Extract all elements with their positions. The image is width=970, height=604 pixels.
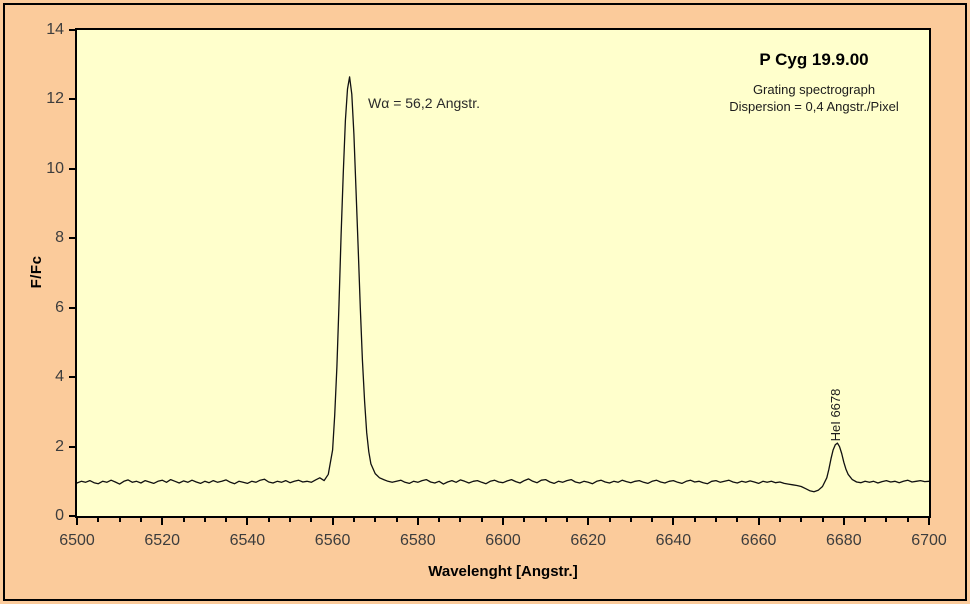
x-minor-tick: [906, 518, 909, 522]
x-tick-label: 6560: [314, 532, 351, 549]
y-tick-label: 12: [46, 90, 64, 108]
x-minor-tick: [289, 518, 291, 522]
x-tick-label: 6580: [400, 532, 436, 549]
y-tick-label: 4: [55, 368, 64, 386]
x-major-tick: [416, 518, 419, 525]
x-tick-label: 6680: [826, 532, 862, 549]
y-tick-label: 10: [46, 159, 64, 177]
x-minor-tick: [651, 518, 654, 522]
y-tick-label: 6: [55, 298, 64, 316]
x-minor-tick: [182, 518, 185, 522]
y-major-tick: [69, 306, 75, 309]
y-axis-title: F/Fc: [28, 255, 45, 289]
x-major-tick: [246, 518, 249, 525]
x-minor-tick: [267, 518, 270, 522]
x-minor-tick: [459, 518, 462, 522]
y-tick-label: 0: [55, 507, 64, 524]
x-minor-tick: [139, 518, 142, 522]
x-major-tick: [587, 518, 590, 525]
y-tick-label: 8: [55, 229, 64, 247]
x-minor-tick: [715, 518, 717, 522]
x-major-tick: [331, 518, 334, 525]
x-minor-tick: [118, 518, 121, 522]
chart-title: P Cyg 19.9.00: [759, 50, 869, 69]
x-minor-tick: [778, 518, 781, 522]
x-minor-tick: [821, 518, 824, 522]
equivalent-width-annotation: Wα = 56,2 Angstr.: [368, 95, 480, 111]
x-major-tick: [161, 518, 164, 525]
x-minor-tick: [608, 518, 611, 522]
x-minor-tick: [352, 518, 355, 522]
x-minor-tick: [97, 518, 100, 522]
x-minor-tick: [438, 518, 441, 522]
x-axis-title: Wavelenght [Angstr.]: [428, 563, 578, 580]
spectrum-line: [77, 76, 929, 493]
chart-subtitle-dispersion: Dispersion = 0,4 Angstr./Pixel: [729, 99, 899, 114]
x-major-tick: [502, 518, 504, 525]
x-minor-tick: [395, 518, 398, 522]
y-major-tick: [69, 29, 75, 31]
x-minor-tick: [480, 518, 483, 522]
x-minor-tick: [693, 518, 696, 522]
title-block: P Cyg 19.9.00 Grating spectrograph Dispe…: [664, 50, 964, 115]
y-tick-label: 14: [46, 21, 64, 38]
y-major-tick: [69, 445, 75, 448]
x-tick-label: 6620: [570, 532, 606, 549]
x-minor-tick: [523, 518, 526, 522]
y-major-tick: [69, 237, 75, 240]
x-minor-tick: [565, 518, 568, 522]
spectrum-curve: [77, 76, 929, 493]
x-tick-label: 6700: [911, 532, 947, 549]
x-minor-tick: [310, 518, 313, 522]
chart-subtitle-instrument: Grating spectrograph: [752, 82, 876, 97]
x-major-tick: [842, 518, 845, 525]
y-major-tick: [69, 376, 75, 379]
x-tick-label: 6660: [740, 532, 777, 549]
plot-area: [75, 28, 931, 518]
x-minor-tick: [225, 518, 228, 522]
x-minor-tick: [544, 518, 547, 522]
y-major-tick: [69, 167, 75, 170]
x-minor-tick: [374, 518, 377, 522]
y-tick-label: 2: [55, 437, 64, 455]
x-major-tick: [672, 518, 675, 525]
x-minor-tick: [800, 518, 803, 522]
x-tick-label: 6600: [485, 532, 521, 549]
x-minor-tick: [629, 518, 632, 522]
x-tick-label: 6540: [229, 532, 266, 549]
x-minor-tick: [203, 518, 206, 522]
x-minor-tick: [885, 518, 888, 522]
y-major-tick: [69, 515, 75, 517]
y-major-tick: [69, 98, 75, 101]
x-tick-label: 6500: [59, 532, 95, 549]
x-tick-label: 6520: [144, 532, 180, 549]
x-minor-tick: [864, 518, 867, 522]
x-tick-label: 6640: [655, 532, 692, 549]
x-minor-tick: [736, 518, 739, 522]
x-major-tick: [757, 518, 760, 525]
x-major-tick: [76, 518, 78, 525]
hei-line-annotation: HeI 6678: [828, 388, 843, 442]
x-major-tick: [928, 518, 930, 525]
